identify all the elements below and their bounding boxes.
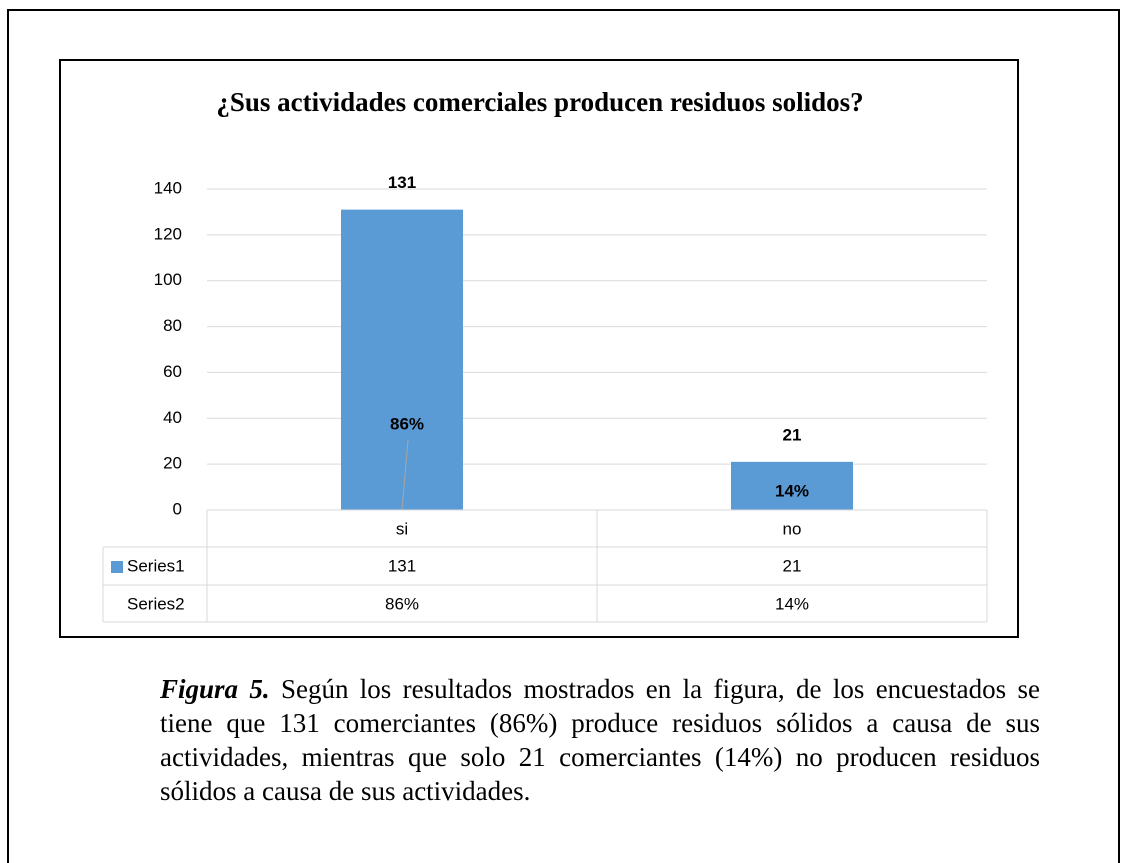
bar bbox=[341, 209, 463, 510]
chart-frame bbox=[59, 59, 1019, 638]
table-cell: 14% bbox=[775, 594, 809, 613]
y-tick-label: 20 bbox=[163, 454, 182, 473]
data-label: 14% bbox=[775, 481, 809, 500]
x-tick-label: si bbox=[396, 519, 408, 538]
leader-line bbox=[401, 439, 409, 511]
legend-label: Series2 bbox=[127, 594, 185, 613]
table-cell: 131 bbox=[388, 556, 416, 575]
y-tick-label: 120 bbox=[154, 224, 182, 243]
data-label: 21 bbox=[783, 425, 802, 444]
title-box: ¿Sus actividades comerciales producen re… bbox=[216, 87, 864, 117]
table-cell: 86% bbox=[385, 594, 419, 613]
y-tick-label: 0 bbox=[173, 499, 182, 518]
x-tick-label: no bbox=[783, 519, 802, 538]
y-tick-label: 80 bbox=[163, 316, 182, 335]
caption: Figura 5. Según los resultados mostrados… bbox=[160, 672, 1040, 808]
table-cell: 21 bbox=[783, 556, 802, 575]
caption-text: Según los resultados mostrados en la fig… bbox=[160, 674, 1040, 806]
bar bbox=[731, 461, 853, 510]
y-tick-label: 100 bbox=[154, 270, 182, 289]
y-tick-label: 40 bbox=[163, 408, 182, 427]
legend-label: Series1 bbox=[127, 556, 185, 575]
chart-title: ¿Sus actividades comerciales producen re… bbox=[216, 87, 864, 117]
legend-swatch bbox=[111, 561, 123, 573]
page-frame bbox=[7, 9, 1120, 863]
y-tick-label: 60 bbox=[163, 362, 182, 381]
data-label: 131 bbox=[388, 173, 416, 192]
data-label: 86% bbox=[390, 414, 424, 433]
caption-label: Figura 5. bbox=[160, 674, 270, 704]
y-tick-label: 140 bbox=[154, 178, 182, 197]
